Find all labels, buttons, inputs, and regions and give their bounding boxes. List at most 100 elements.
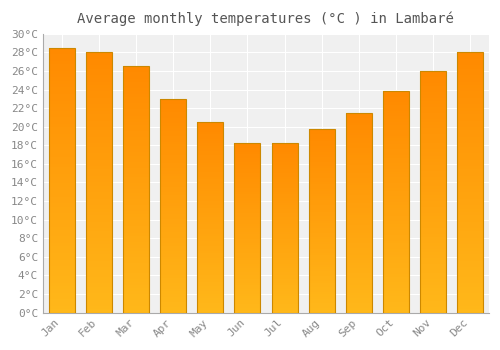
Bar — [346, 145, 372, 148]
Bar — [48, 309, 74, 313]
Bar — [458, 121, 483, 124]
Bar — [48, 167, 74, 170]
Bar — [420, 261, 446, 264]
Bar — [383, 238, 409, 241]
Bar — [420, 240, 446, 243]
Bar — [197, 308, 223, 310]
Bar — [48, 197, 74, 200]
Bar — [234, 253, 260, 256]
Bar — [234, 283, 260, 285]
Bar — [458, 124, 483, 127]
Bar — [234, 256, 260, 258]
Bar — [272, 184, 297, 186]
Bar — [123, 288, 149, 291]
Bar — [272, 162, 297, 164]
Bar — [86, 309, 112, 313]
Bar — [160, 216, 186, 219]
Bar — [420, 276, 446, 279]
Bar — [197, 236, 223, 239]
Bar — [86, 124, 112, 127]
Bar — [458, 88, 483, 91]
Bar — [86, 251, 112, 254]
Bar — [272, 300, 297, 302]
Bar — [420, 170, 446, 174]
Bar — [48, 91, 74, 94]
Bar — [234, 144, 260, 313]
Bar — [48, 131, 74, 134]
Bar — [308, 175, 334, 177]
Bar — [458, 257, 483, 260]
Bar — [160, 302, 186, 304]
Bar — [123, 165, 149, 168]
Bar — [308, 306, 334, 308]
Bar — [272, 188, 297, 190]
Bar — [48, 68, 74, 71]
Bar — [420, 225, 446, 228]
Bar — [383, 202, 409, 205]
Bar — [420, 122, 446, 125]
Bar — [420, 298, 446, 301]
Bar — [160, 265, 186, 267]
Bar — [48, 250, 74, 253]
Bar — [346, 283, 372, 285]
Bar — [86, 238, 112, 241]
Bar — [272, 219, 297, 222]
Bar — [383, 293, 409, 296]
Bar — [420, 207, 446, 210]
Bar — [420, 270, 446, 273]
Bar — [346, 200, 372, 203]
Bar — [197, 125, 223, 127]
Bar — [160, 248, 186, 251]
Bar — [197, 303, 223, 306]
Bar — [234, 226, 260, 228]
Bar — [234, 308, 260, 310]
Bar — [234, 232, 260, 234]
Bar — [272, 156, 297, 158]
Bar — [308, 219, 334, 221]
Bar — [458, 182, 483, 186]
Bar — [86, 277, 112, 280]
Bar — [308, 164, 334, 166]
Bar — [346, 193, 372, 195]
Bar — [383, 158, 409, 161]
Bar — [197, 196, 223, 198]
Bar — [48, 170, 74, 174]
Bar — [123, 128, 149, 131]
Bar — [383, 244, 409, 246]
Bar — [272, 167, 297, 169]
Bar — [123, 217, 149, 220]
Bar — [86, 222, 112, 225]
Bar — [197, 279, 223, 282]
Bar — [234, 289, 260, 292]
Bar — [123, 97, 149, 100]
Bar — [272, 192, 297, 194]
Bar — [272, 264, 297, 266]
Bar — [234, 300, 260, 302]
Bar — [234, 294, 260, 296]
Bar — [123, 180, 149, 183]
Bar — [346, 238, 372, 240]
Bar — [48, 240, 74, 243]
Bar — [123, 119, 149, 122]
Bar — [383, 191, 409, 194]
Bar — [48, 144, 74, 147]
Bar — [48, 260, 74, 263]
Bar — [197, 222, 223, 224]
Bar — [383, 116, 409, 119]
Bar — [160, 281, 186, 283]
Bar — [308, 290, 334, 292]
Bar — [458, 137, 483, 140]
Bar — [346, 285, 372, 288]
Bar — [420, 149, 446, 153]
Bar — [308, 262, 334, 265]
Bar — [123, 193, 149, 196]
Bar — [383, 138, 409, 141]
Bar — [272, 298, 297, 300]
Bar — [272, 180, 297, 182]
Bar — [272, 289, 297, 292]
Bar — [48, 293, 74, 296]
Bar — [48, 48, 74, 51]
Bar — [234, 266, 260, 268]
Bar — [234, 182, 260, 184]
Bar — [123, 208, 149, 211]
